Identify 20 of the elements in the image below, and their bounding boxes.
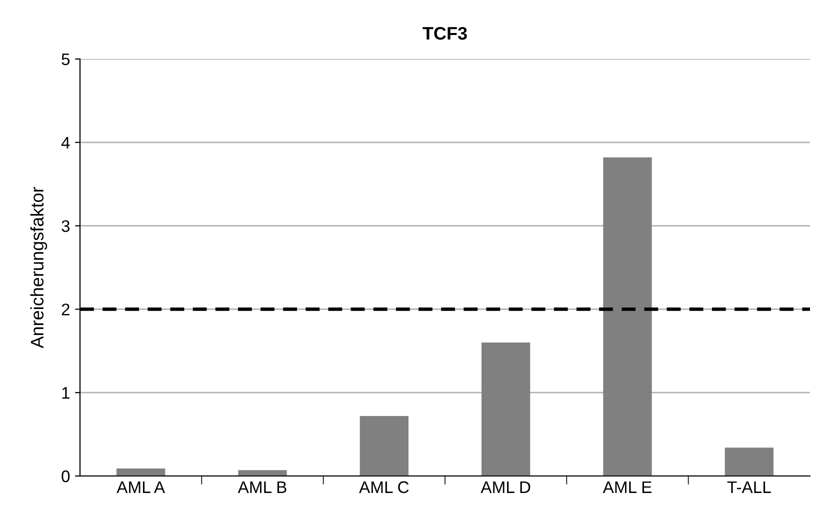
x-tick-label: AML A: [116, 481, 166, 493]
y-tick-label: 2: [62, 304, 70, 316]
bar: [360, 416, 408, 476]
bar: [724, 448, 774, 476]
y-tick-label: 3: [62, 220, 70, 232]
x-tick-label: AML E: [602, 481, 652, 493]
x-tick-label: AML D: [480, 481, 530, 493]
y-tick-label: 1: [62, 387, 70, 399]
bar: [482, 342, 530, 476]
y-tick-label: 5: [62, 54, 70, 66]
y-tick-label: 0: [62, 470, 70, 482]
bar: [603, 157, 652, 476]
x-tick-label: AML C: [359, 481, 409, 494]
chart-title: TCF3: [422, 26, 467, 40]
y-tick-label: 4: [61, 136, 70, 148]
y-axis-title: Anreicherungsfaktor: [30, 187, 48, 348]
x-tick-label: AML B: [238, 481, 286, 493]
bar: [116, 468, 166, 476]
bar: [238, 470, 287, 476]
x-tick-label: T-ALL: [727, 481, 771, 493]
